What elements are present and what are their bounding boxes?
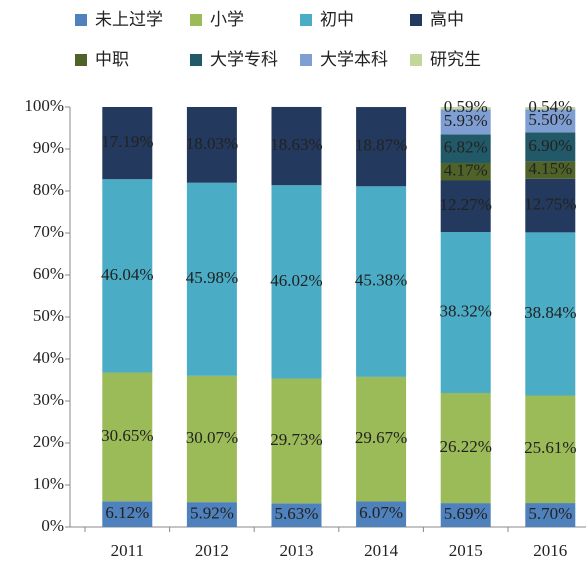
bar-segment	[102, 501, 153, 527]
value-label: 6.07%	[359, 503, 403, 522]
value-label: 25.61%	[524, 438, 576, 457]
y-tick-label: 50%	[33, 306, 64, 325]
y-tick-label: 40%	[33, 348, 64, 367]
bar-segment	[525, 395, 576, 504]
bar-segment	[102, 107, 153, 180]
bar-segment	[271, 185, 322, 379]
legend-label: 研究生	[430, 50, 481, 70]
value-label: 18.87%	[355, 136, 407, 155]
value-label: 6.12%	[105, 503, 149, 522]
x-tick-label: 2013	[280, 541, 314, 560]
legend-label: 小学	[210, 10, 244, 30]
legend-swatch	[410, 14, 422, 26]
value-label: 6.90%	[528, 136, 572, 155]
value-label: 17.19%	[101, 132, 153, 151]
legend-swatch	[75, 14, 87, 26]
y-tick-label: 100%	[24, 96, 64, 115]
value-label: 6.82%	[444, 138, 488, 157]
bar-segment	[186, 502, 237, 527]
bar-segment	[440, 232, 491, 393]
bar-segment	[525, 161, 576, 179]
value-label: 26.22%	[439, 437, 491, 456]
value-label: 12.75%	[524, 195, 576, 214]
bar-segment	[440, 180, 491, 233]
bar-segment	[186, 375, 237, 503]
bar-segment	[271, 503, 322, 527]
y-tick-label: 60%	[33, 264, 64, 283]
value-label: 18.03%	[186, 134, 238, 153]
bar-segment	[525, 503, 576, 527]
bar-segment	[440, 134, 491, 163]
x-tick-label: 2015	[449, 541, 483, 560]
bar-segment	[102, 179, 153, 373]
value-label: 0.54%	[528, 97, 572, 116]
bar-segment	[440, 392, 491, 504]
value-label: 5.69%	[444, 504, 488, 523]
value-label: 38.84%	[524, 303, 576, 322]
bar-segment	[525, 107, 576, 110]
y-tick-label: 80%	[33, 180, 64, 199]
bar-segment	[525, 132, 576, 162]
bar-segment	[102, 372, 153, 502]
value-label: 29.73%	[270, 430, 322, 449]
bar-segment	[440, 109, 491, 135]
value-label: 12.27%	[439, 195, 491, 214]
y-tick-label: 90%	[33, 138, 64, 157]
legend-label: 未上过学	[95, 10, 163, 30]
value-label: 5.93%	[444, 111, 488, 130]
value-label: 45.38%	[355, 271, 407, 290]
x-tick-label: 2016	[533, 541, 567, 560]
y-tick-label: 30%	[33, 390, 64, 409]
value-label: 46.02%	[270, 271, 322, 290]
value-label: 5.70%	[528, 504, 572, 523]
value-label: 5.50%	[528, 110, 572, 129]
bar-segment	[525, 109, 576, 133]
bar-segment	[525, 178, 576, 233]
value-label: 0.59%	[444, 97, 488, 116]
bar-segment	[356, 501, 407, 527]
y-tick-label: 20%	[33, 432, 64, 451]
legend-label: 大学本科	[320, 50, 388, 70]
value-label: 30.65%	[101, 426, 153, 445]
x-tick-label: 2012	[195, 541, 229, 560]
bar-segment	[356, 186, 407, 377]
legend-swatch	[300, 14, 312, 26]
legend-label: 初中	[320, 10, 354, 30]
bar-segment	[186, 107, 237, 183]
value-label: 30.07%	[186, 428, 238, 447]
y-tick-label: 0%	[41, 516, 64, 535]
bar-segment	[525, 232, 576, 396]
bar-segment	[186, 182, 237, 376]
value-label: 29.67%	[355, 428, 407, 447]
bar-segment	[271, 378, 322, 504]
bar-segment	[356, 107, 407, 187]
value-label: 4.17%	[444, 161, 488, 180]
bar-segment	[440, 503, 491, 527]
value-label: 5.92%	[190, 503, 234, 522]
value-label: 4.15%	[528, 159, 572, 178]
x-tick-label: 2014	[364, 541, 399, 560]
bar-segment	[271, 106, 322, 186]
legend-swatch	[190, 54, 202, 66]
bar-segment	[440, 106, 491, 110]
legend-label: 高中	[430, 10, 464, 30]
legend-swatch	[410, 54, 422, 66]
bar-segment	[440, 162, 491, 181]
legend-label: 中职	[95, 50, 129, 70]
y-tick-label: 70%	[33, 222, 64, 241]
value-label: 18.63%	[270, 135, 322, 154]
bar-segment	[356, 376, 407, 502]
legend-swatch	[75, 54, 87, 66]
value-label: 46.04%	[101, 265, 153, 284]
y-tick-label: 10%	[33, 474, 64, 493]
legend-swatch	[190, 14, 202, 26]
legend-swatch	[300, 54, 312, 66]
legend-label: 大学专科	[210, 50, 278, 70]
value-label: 45.98%	[186, 268, 238, 287]
value-label: 5.63%	[275, 504, 319, 523]
x-tick-label: 2011	[111, 541, 144, 560]
value-label: 38.32%	[439, 301, 491, 320]
